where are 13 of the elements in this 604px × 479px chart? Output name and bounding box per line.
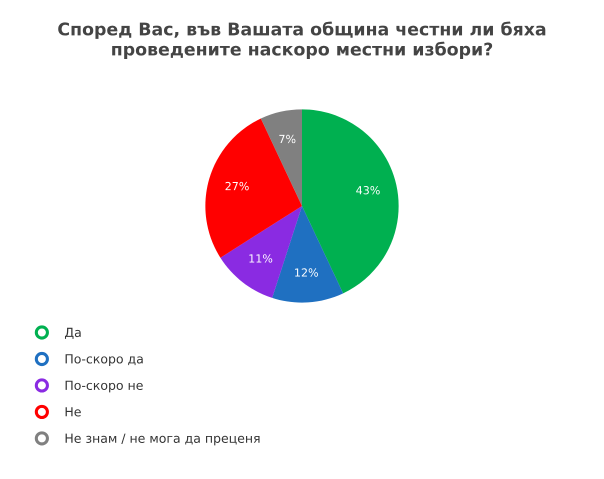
- data-label: 7%: [279, 134, 296, 144]
- legend-label: Да: [64, 328, 81, 339]
- pie-slice: [260, 109, 302, 206]
- legend-label: По-скоро не: [66, 380, 143, 392]
- data-label: 12%: [295, 268, 318, 277]
- data-label: 11%: [249, 254, 272, 263]
- pie-slice: [272, 206, 344, 303]
- chart-title: Според Вас, във Вашата община честни ли бяха проведените наскоро местни избори?: [58, 22, 546, 60]
- data-label: 27%: [226, 182, 249, 190]
- data-label: 43%: [356, 186, 380, 194]
- legend-label: Не: [66, 407, 81, 416]
- legend-label: По-скоро да: [66, 354, 143, 366]
- legend-label: Не знам / не мога да преценя: [66, 434, 260, 446]
